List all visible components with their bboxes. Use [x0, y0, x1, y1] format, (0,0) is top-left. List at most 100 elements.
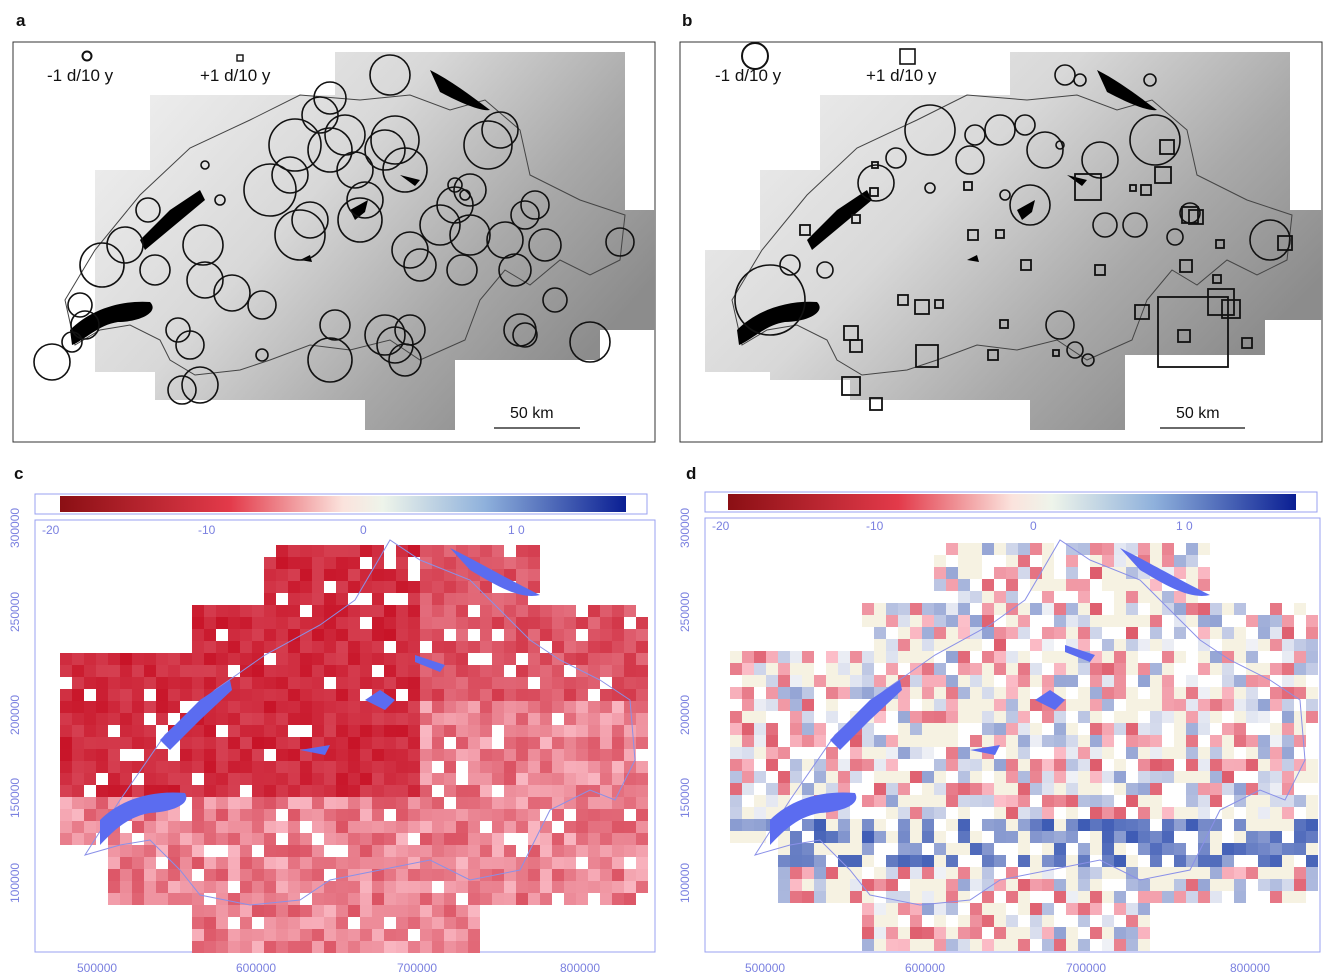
grid-cell [1126, 879, 1138, 891]
grid-cell [264, 857, 276, 869]
grid-cell [970, 903, 982, 915]
grid-cell [408, 917, 420, 929]
grid-cell [1150, 627, 1162, 639]
grid-cell [408, 905, 420, 917]
grid-cell [802, 819, 814, 831]
grid-cell [456, 581, 468, 593]
grid-cell [970, 675, 982, 687]
grid-cell [564, 677, 576, 689]
grid-cell [396, 857, 408, 869]
grid-cell [180, 821, 192, 833]
grid-cell [1222, 603, 1234, 615]
grid-cell [910, 723, 922, 735]
trend-squares-b [799, 139, 1293, 411]
grid-cell [754, 831, 766, 843]
grid-cell [564, 785, 576, 797]
grid-cell [766, 675, 778, 687]
grid-cell [970, 867, 982, 879]
grid-cell [1222, 783, 1234, 795]
grid-cell [456, 749, 468, 761]
grid-cell [994, 855, 1006, 867]
grid-cell [168, 809, 180, 821]
grid-cell [624, 881, 636, 893]
grid-cell [72, 809, 84, 821]
trend-square [869, 397, 883, 411]
grid-cell [1174, 891, 1186, 903]
grid-cell [264, 905, 276, 917]
grid-cell [1138, 663, 1150, 675]
grid-cell [420, 749, 432, 761]
grid-cell [372, 713, 384, 725]
grid-cell [742, 759, 754, 771]
grid-cell [468, 701, 480, 713]
grid-cell [192, 905, 204, 917]
lake-constance-a [430, 70, 490, 111]
grid-cell [1174, 867, 1186, 879]
grid-cell [252, 821, 264, 833]
grid-cell [468, 737, 480, 749]
grid-cell [1030, 819, 1042, 831]
grid-cell [72, 665, 84, 677]
x-tick-d-2: 700000 [1066, 961, 1106, 975]
grid-cell [1246, 759, 1258, 771]
grid-cell [1102, 819, 1114, 831]
grid-cell [922, 639, 934, 651]
grid-cell [1030, 603, 1042, 615]
grid-cell [886, 891, 898, 903]
grid-cell [946, 651, 958, 663]
grid-cell [1102, 807, 1114, 819]
grid-cell [528, 773, 540, 785]
grid-cell [300, 629, 312, 641]
panel-c: c -20 -10 0 1 0 300000 250000 200000 150… [8, 464, 656, 975]
grid-cell [288, 569, 300, 581]
grid-cell [348, 665, 360, 677]
grid-cell [240, 917, 252, 929]
grid-cell [1018, 663, 1030, 675]
grid-cell [204, 773, 216, 785]
grid-cell [1138, 543, 1150, 555]
grid-cell [384, 905, 396, 917]
grid-cell [898, 651, 910, 663]
grid-cell [1090, 867, 1102, 879]
grid-cell [754, 723, 766, 735]
grid-cell [324, 941, 336, 953]
grid-cell [204, 785, 216, 797]
grid-cell [360, 641, 372, 653]
grid-cell [1222, 663, 1234, 675]
grid-cell [564, 605, 576, 617]
grid-cell [1150, 699, 1162, 711]
grid-cell [408, 605, 420, 617]
grid-cell [1150, 543, 1162, 555]
grid-cell [1306, 651, 1318, 663]
grid-cell [994, 699, 1006, 711]
grid-cell [922, 747, 934, 759]
grid-cell [240, 725, 252, 737]
grid-cell [420, 821, 432, 833]
grid-cell [1306, 759, 1318, 771]
grid-cell [168, 881, 180, 893]
grid-cell [312, 641, 324, 653]
grid-cell [862, 603, 874, 615]
grid-cell [730, 771, 742, 783]
grid-cell [396, 905, 408, 917]
grid-cell [1078, 579, 1090, 591]
grid-cell [372, 593, 384, 605]
trend-square [999, 319, 1009, 329]
grid-cell [1054, 843, 1066, 855]
grid-cell [970, 687, 982, 699]
grid-cell [372, 821, 384, 833]
grid-cell [1198, 639, 1210, 651]
grid-cell [1270, 639, 1282, 651]
grid-cell [396, 749, 408, 761]
grid-cell [84, 725, 96, 737]
grid-cell [276, 617, 288, 629]
grid-cell [216, 737, 228, 749]
trend-circle [419, 204, 461, 246]
grid-cell [886, 855, 898, 867]
grid-cell [468, 617, 480, 629]
grid-cell [408, 725, 420, 737]
grid-cell [1210, 795, 1222, 807]
grid-cell [420, 845, 432, 857]
grid-cell [420, 869, 432, 881]
grid-cell [396, 881, 408, 893]
